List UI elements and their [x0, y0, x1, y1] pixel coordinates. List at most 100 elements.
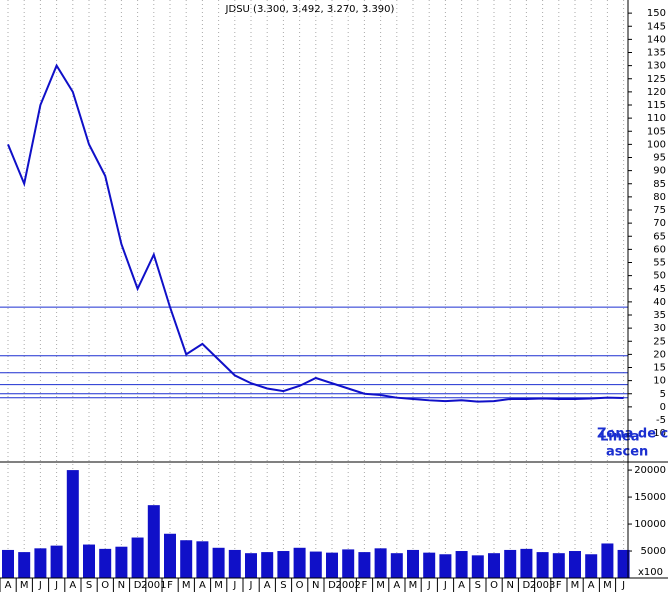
volume-bar — [471, 555, 484, 578]
x-tick-label: J — [621, 580, 625, 591]
x-tick-label: J — [443, 580, 447, 591]
y-tick-label: 125 — [647, 74, 666, 85]
y-tick-label: 130 — [647, 61, 666, 72]
volume-bar — [552, 553, 565, 578]
y-tick-label: 100 — [647, 139, 666, 150]
volume-bar — [99, 548, 112, 578]
y-tick-label: 45 — [653, 284, 666, 295]
volume-bar — [2, 549, 14, 578]
x-tick-label: N — [506, 580, 513, 591]
y-tick-label: 120 — [647, 87, 666, 98]
volume-bar — [196, 541, 209, 578]
x-tick-label: O — [490, 580, 498, 591]
y-tick-label: 135 — [647, 48, 666, 59]
volume-bar — [617, 549, 630, 578]
volume-bar — [488, 553, 500, 578]
x-tick-label: A — [5, 580, 12, 591]
x-tick-label: S — [86, 580, 92, 591]
y-tick-label: 60 — [653, 244, 666, 255]
chart-title: JDSU (3.300, 3.492, 3.270, 3.390) — [225, 4, 395, 15]
x-tick-label: N — [118, 580, 125, 591]
volume-bar — [569, 551, 581, 578]
y-tick-label: 95 — [653, 153, 666, 164]
volume-bar — [374, 548, 387, 578]
x-tick-label: D — [328, 580, 336, 591]
x-tick-label: N — [312, 580, 319, 591]
x-tick-label: M — [20, 580, 29, 591]
y-tick-label: 150 — [647, 8, 666, 19]
x-tick-label: S — [475, 580, 481, 591]
x-tick-label: A — [393, 580, 400, 591]
y-tick-label: -10 — [650, 428, 666, 439]
volume-y-tick-label: 15000 — [634, 492, 666, 503]
volume-bar — [390, 553, 403, 578]
volume-bar — [407, 549, 419, 578]
x-tick-label: A — [69, 580, 76, 591]
annotation: ascen — [606, 445, 648, 460]
y-tick-label: -5 — [656, 415, 666, 426]
volume-bar — [115, 546, 128, 578]
x-tick-label: A — [264, 580, 271, 591]
volume-bar — [277, 551, 290, 578]
volume-bar — [66, 470, 79, 578]
annotation: Línea — [600, 430, 640, 445]
volume-bar — [504, 549, 517, 578]
y-tick-label: 140 — [647, 34, 666, 45]
volume-bar — [164, 533, 176, 578]
x-tick-label: F — [362, 580, 368, 591]
volume-bar — [342, 549, 355, 578]
x-tick-label: M — [182, 580, 191, 591]
volume-bar — [520, 548, 533, 578]
volume-bar — [50, 545, 63, 578]
y-tick-label: 5 — [660, 389, 666, 400]
y-tick-label: 85 — [653, 179, 666, 190]
volume-bar — [180, 540, 193, 578]
x-tick-label: J — [427, 580, 431, 591]
x-tick-label: M — [409, 580, 418, 591]
y-tick-label: 145 — [647, 21, 666, 32]
x-tick-label: 2003 — [530, 580, 555, 591]
y-tick-label: 20 — [653, 349, 666, 360]
y-tick-label: 65 — [653, 231, 666, 242]
y-tick-label: 40 — [653, 297, 666, 308]
y-tick-label: 80 — [653, 192, 666, 203]
volume-bar — [293, 547, 306, 578]
y-tick-label: 105 — [647, 126, 666, 137]
volume-y-tick-label: 20000 — [634, 465, 666, 476]
x-tick-label: O — [101, 580, 109, 591]
volume-bar — [423, 552, 436, 578]
x-tick-label: J — [54, 580, 58, 591]
volume-bar — [326, 552, 338, 578]
y-tick-label: 50 — [653, 271, 666, 282]
volume-bar — [212, 547, 225, 578]
y-tick-label: 90 — [653, 166, 666, 177]
x-tick-label: F — [167, 580, 173, 591]
volume-bar — [34, 548, 47, 578]
x-tick-label: D — [523, 580, 531, 591]
x-tick-label: M — [376, 580, 385, 591]
volume-bar — [18, 552, 31, 578]
x-tick-label: F — [556, 580, 562, 591]
volume-bar — [439, 554, 452, 578]
x-tick-label: A — [588, 580, 595, 591]
y-tick-label: 30 — [653, 323, 666, 334]
x-tick-label: J — [38, 580, 42, 591]
y-tick-label: 55 — [653, 258, 666, 269]
y-tick-label: 110 — [647, 113, 666, 124]
x-tick-label: O — [296, 580, 304, 591]
volume-bar — [131, 537, 144, 578]
x-tick-label: 2002 — [335, 580, 360, 591]
x-tick-label: S — [280, 580, 286, 591]
x-tick-label: A — [458, 580, 465, 591]
x-tick-label: M — [571, 580, 580, 591]
x-tick-label: J — [232, 580, 236, 591]
volume-bar — [261, 552, 274, 578]
volume-y-tick-label: 10000 — [634, 519, 666, 530]
y-tick-label: 115 — [647, 100, 666, 111]
volume-bar — [536, 552, 549, 578]
volume-bar — [309, 551, 322, 578]
y-tick-label: 35 — [653, 310, 666, 321]
volume-bar — [585, 554, 598, 578]
volume-bar — [455, 551, 468, 578]
y-tick-label: 75 — [653, 205, 666, 216]
